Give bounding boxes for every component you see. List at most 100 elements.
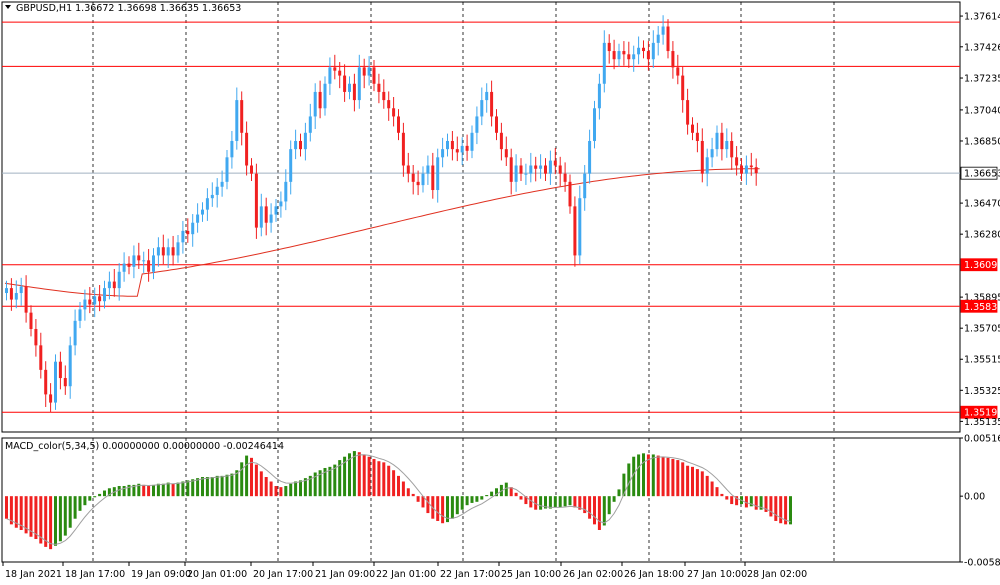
candle[interactable] [460, 137, 464, 166]
candle[interactable] [142, 251, 146, 273]
candle[interactable] [465, 134, 469, 161]
candle[interactable] [254, 163, 258, 239]
candle[interactable] [313, 83, 317, 130]
candle[interactable] [730, 132, 734, 170]
candle[interactable] [593, 100, 596, 149]
candle[interactable] [691, 117, 694, 141]
candle[interactable] [441, 137, 445, 168]
candle[interactable] [93, 287, 97, 318]
candle[interactable] [308, 103, 312, 142]
candle[interactable] [225, 149, 229, 190]
candle[interactable] [431, 152, 435, 199]
candle[interactable] [519, 158, 523, 182]
candle[interactable] [107, 271, 111, 300]
candle[interactable] [495, 109, 498, 141]
candle[interactable] [740, 158, 743, 182]
candle[interactable] [455, 136, 459, 162]
candle[interactable] [553, 148, 557, 175]
candle[interactable] [411, 165, 415, 195]
candle[interactable] [372, 60, 376, 92]
candle[interactable] [725, 128, 729, 158]
candle[interactable] [328, 57, 332, 96]
candle[interactable] [744, 155, 748, 185]
candle[interactable] [436, 148, 440, 203]
candle[interactable] [548, 150, 552, 185]
candle[interactable] [485, 83, 489, 113]
candle[interactable] [705, 148, 709, 187]
candle[interactable] [181, 220, 185, 254]
candle[interactable] [754, 158, 758, 186]
candle[interactable] [201, 202, 204, 222]
candle[interactable] [348, 76, 351, 100]
candle[interactable] [470, 125, 474, 159]
candle[interactable] [137, 242, 141, 269]
candle[interactable] [318, 80, 322, 119]
candle[interactable] [401, 122, 405, 177]
candle[interactable] [387, 91, 391, 121]
candle[interactable] [230, 131, 234, 169]
candle[interactable] [259, 193, 263, 237]
macd-pane[interactable] [1, 437, 961, 563]
candle[interactable] [98, 285, 102, 312]
candle[interactable] [749, 152, 753, 176]
candle[interactable] [289, 140, 293, 195]
candle[interactable] [720, 122, 724, 161]
candle[interactable] [240, 91, 244, 146]
candle[interactable] [539, 154, 543, 179]
candle[interactable] [63, 365, 67, 395]
candle[interactable] [578, 185, 582, 265]
candle[interactable] [426, 155, 430, 185]
candle[interactable] [161, 234, 165, 265]
candle[interactable] [132, 245, 136, 279]
candle[interactable] [205, 188, 209, 221]
candle[interactable] [44, 361, 48, 407]
candle[interactable] [152, 248, 155, 280]
chevron-down-icon[interactable] [5, 5, 11, 9]
candle[interactable] [294, 129, 298, 160]
candle[interactable] [475, 106, 479, 145]
candle[interactable] [9, 278, 13, 311]
candle[interactable] [338, 62, 342, 89]
price-pane[interactable] [1, 1, 961, 433]
candle[interactable] [661, 15, 665, 45]
candle[interactable] [49, 383, 53, 413]
candle[interactable] [245, 121, 249, 176]
candle[interactable] [710, 137, 714, 168]
candle[interactable] [514, 154, 518, 192]
candle[interactable] [127, 256, 131, 275]
candle[interactable] [186, 218, 190, 243]
candle[interactable] [58, 351, 62, 390]
candle[interactable] [220, 170, 224, 197]
candle[interactable] [343, 64, 347, 102]
candle[interactable] [34, 319, 38, 357]
candle[interactable] [617, 43, 621, 67]
candle[interactable] [622, 41, 626, 66]
candle[interactable] [39, 332, 43, 379]
candle[interactable] [171, 235, 175, 266]
candle[interactable] [480, 87, 484, 126]
candle[interactable] [279, 191, 283, 218]
candle[interactable] [509, 148, 513, 195]
candle[interactable] [299, 133, 302, 157]
candle[interactable] [666, 19, 670, 59]
candle[interactable] [646, 41, 650, 71]
candle[interactable] [392, 96, 396, 127]
candle[interactable] [176, 234, 180, 263]
candle[interactable] [382, 79, 386, 109]
candle[interactable] [357, 54, 361, 109]
candle[interactable] [73, 309, 77, 356]
candle[interactable] [264, 197, 268, 236]
candle[interactable] [215, 178, 219, 208]
candle[interactable] [14, 280, 18, 309]
candle[interactable] [250, 158, 253, 182]
candle[interactable] [700, 128, 704, 183]
candle[interactable] [147, 249, 151, 282]
candle[interactable] [588, 129, 592, 184]
candle[interactable] [83, 289, 87, 321]
candle[interactable] [450, 131, 454, 161]
candle[interactable] [735, 146, 739, 176]
candle[interactable] [196, 203, 200, 233]
candle[interactable] [5, 280, 8, 301]
candle[interactable] [612, 39, 616, 70]
